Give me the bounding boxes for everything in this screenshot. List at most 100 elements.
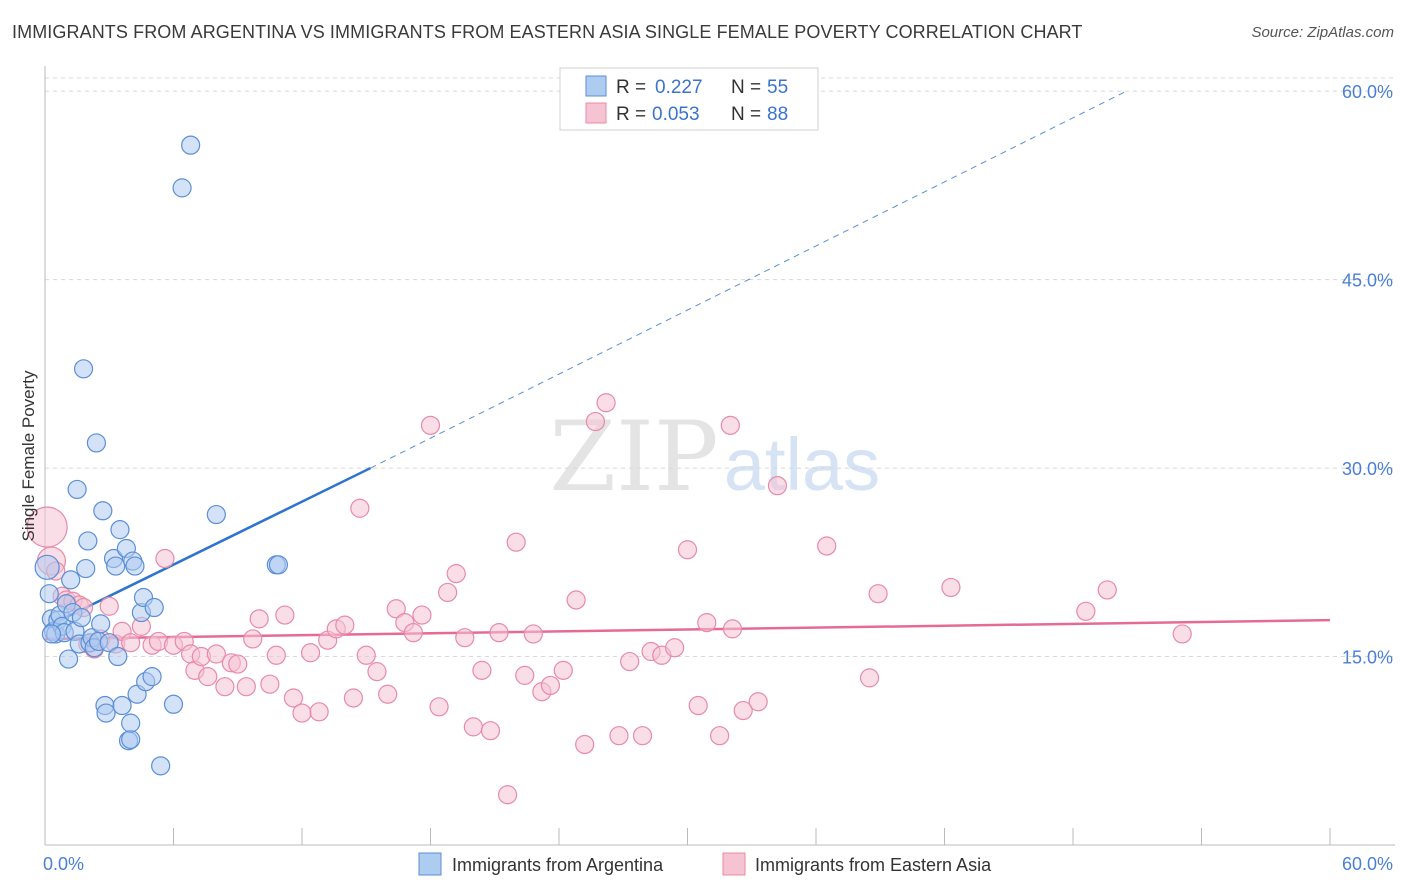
source-credit: Source: ZipAtlas.com: [1251, 24, 1394, 41]
eastern-asia-point: [720, 415, 740, 435]
argentina-point: [110, 520, 130, 540]
eastern-asia-point: [99, 596, 119, 616]
argentina-point: [34, 554, 60, 580]
eastern-asia-point: [455, 628, 475, 648]
eastern-asia-point: [283, 688, 304, 708]
eastern-asia-point: [697, 613, 717, 633]
eastern-asia-point: [540, 675, 561, 696]
eastern-asia-point: [412, 605, 432, 625]
argentina-point: [144, 597, 164, 618]
eastern-asia-point: [236, 677, 256, 697]
eastern-asia-point: [1172, 624, 1192, 644]
eastern-asia-point: [378, 684, 398, 704]
argentina-trend-line: [44, 466, 372, 629]
argentina-point: [39, 584, 59, 604]
eastern-asia-point: [206, 644, 226, 664]
eastern-asia-point: [356, 645, 376, 665]
argentina-point: [67, 479, 87, 500]
eastern-asia-point: [463, 717, 483, 737]
eastern-asia-point: [941, 577, 961, 598]
eastern-asia-point: [292, 703, 312, 723]
legend-swatch-eastern-asia: [722, 852, 746, 876]
argentina-point: [61, 570, 81, 590]
stats-legend-swatch-eastern-asia: [585, 102, 607, 124]
gridlines: [45, 77, 1395, 658]
argentina-point: [172, 178, 192, 198]
watermark-atlas: atlas: [724, 423, 880, 506]
stats-r-label-argentina: R =: [616, 77, 646, 98]
eastern-asia-point: [609, 726, 629, 746]
y-tick-label: 30.0%: [1342, 459, 1393, 479]
eastern-asia-point: [429, 697, 449, 717]
argentina-point: [151, 756, 171, 776]
argentina-point: [112, 695, 132, 716]
eastern-asia-point: [480, 721, 501, 741]
eastern-asia-point: [121, 633, 141, 653]
eastern-asia-point: [300, 643, 321, 663]
eastern-asia-point: [489, 623, 509, 643]
eastern-asia-point: [620, 651, 640, 672]
eastern-asia-point: [438, 582, 458, 603]
eastern-asia-point: [585, 411, 606, 432]
eastern-asia-point: [249, 609, 269, 629]
eastern-asia-point: [566, 590, 586, 610]
tick-labels: 15.0% 30.0% 45.0% 60.0% 0.0% 60.0%: [43, 82, 1393, 874]
argentina-point: [78, 531, 98, 551]
eastern-asia-point: [688, 695, 708, 716]
eastern-asia-point: [515, 665, 535, 685]
eastern-asia-point: [665, 638, 685, 658]
argentina-point: [41, 624, 62, 644]
eastern-asia-point: [722, 619, 743, 639]
eastern-asia-point: [677, 540, 698, 560]
eastern-asia-point: [266, 645, 286, 665]
stats-legend: R = 0.227 N = 55 R = 0.053 N = 88: [559, 67, 819, 131]
stats-r-value-argentina: 0.227: [655, 77, 703, 98]
axes: [44, 66, 1395, 846]
series-legend: Immigrants from Argentina Immigrants fro…: [418, 852, 992, 876]
eastern-asia-point: [350, 498, 370, 518]
argentina-point: [181, 135, 201, 155]
stats-n-label-argentina: N =: [731, 77, 761, 98]
argentina-point: [93, 501, 113, 521]
eastern-asia-point: [767, 476, 788, 496]
eastern-asia-point: [386, 599, 406, 619]
stats-n-label-eastern-asia: N =: [731, 104, 761, 125]
eastern-asia-trend-line: [44, 618, 1331, 641]
argentina-point: [206, 504, 226, 525]
eastern-asia-point: [632, 726, 653, 746]
eastern-asia-point: [155, 548, 175, 569]
y-tick-label: 15.0%: [1342, 648, 1393, 668]
stats-r-value-eastern-asia: 0.053: [652, 104, 700, 125]
legend-swatch-argentina: [418, 852, 442, 876]
y-axis-label: Single Female Poverty: [19, 370, 38, 542]
y-tick-label: 60.0%: [1342, 82, 1393, 102]
eastern-asia-point: [309, 702, 329, 722]
stats-n-value-argentina: 55: [767, 77, 788, 98]
eastern-asia-points: [26, 393, 1192, 805]
eastern-asia-point: [506, 532, 526, 552]
eastern-asia-point: [748, 692, 768, 712]
eastern-asia-point: [198, 667, 218, 687]
eastern-asia-point: [1076, 601, 1096, 621]
argentina-point: [106, 556, 126, 576]
eastern-asia-point: [446, 564, 466, 584]
x-tick-label: 60.0%: [1342, 854, 1393, 874]
eastern-asia-point: [733, 700, 753, 721]
argentina-points: [34, 135, 289, 776]
eastern-asia-point: [403, 623, 423, 643]
argentina-point: [125, 556, 145, 576]
eastern-asia-point: [228, 654, 248, 674]
eastern-asia-point: [343, 688, 363, 708]
eastern-asia-point: [420, 415, 441, 435]
watermark-zip: ZIP: [549, 401, 718, 513]
argentina-point: [121, 729, 141, 750]
eastern-asia-point: [498, 785, 518, 805]
stats-legend-swatch-argentina: [585, 75, 607, 97]
stats-r-label-eastern-asia: R =: [616, 104, 646, 125]
argentina-point: [73, 359, 94, 379]
argentina-point: [86, 433, 107, 453]
legend-label-eastern-asia: Immigrants from Eastern Asia: [755, 855, 992, 875]
argentina-point: [99, 633, 119, 653]
argentina-point: [76, 558, 96, 579]
